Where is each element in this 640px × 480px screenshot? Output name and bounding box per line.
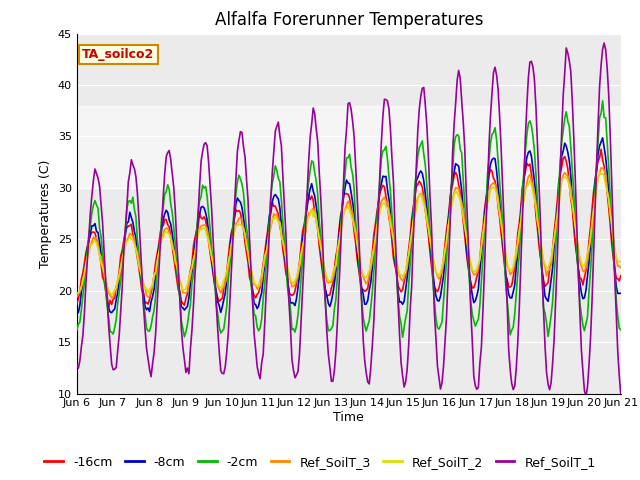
Text: TA_soilco2: TA_soilco2 [82, 48, 154, 61]
Legend: -16cm, -8cm, -2cm, Ref_SoilT_3, Ref_SoilT_2, Ref_SoilT_1: -16cm, -8cm, -2cm, Ref_SoilT_3, Ref_Soil… [40, 451, 600, 474]
Bar [77, 106, 621, 188]
Y-axis label: Temperatures (C): Temperatures (C) [39, 159, 52, 268]
Title: Alfalfa Forerunner Temperatures: Alfalfa Forerunner Temperatures [214, 11, 483, 29]
X-axis label: Time: Time [333, 411, 364, 424]
